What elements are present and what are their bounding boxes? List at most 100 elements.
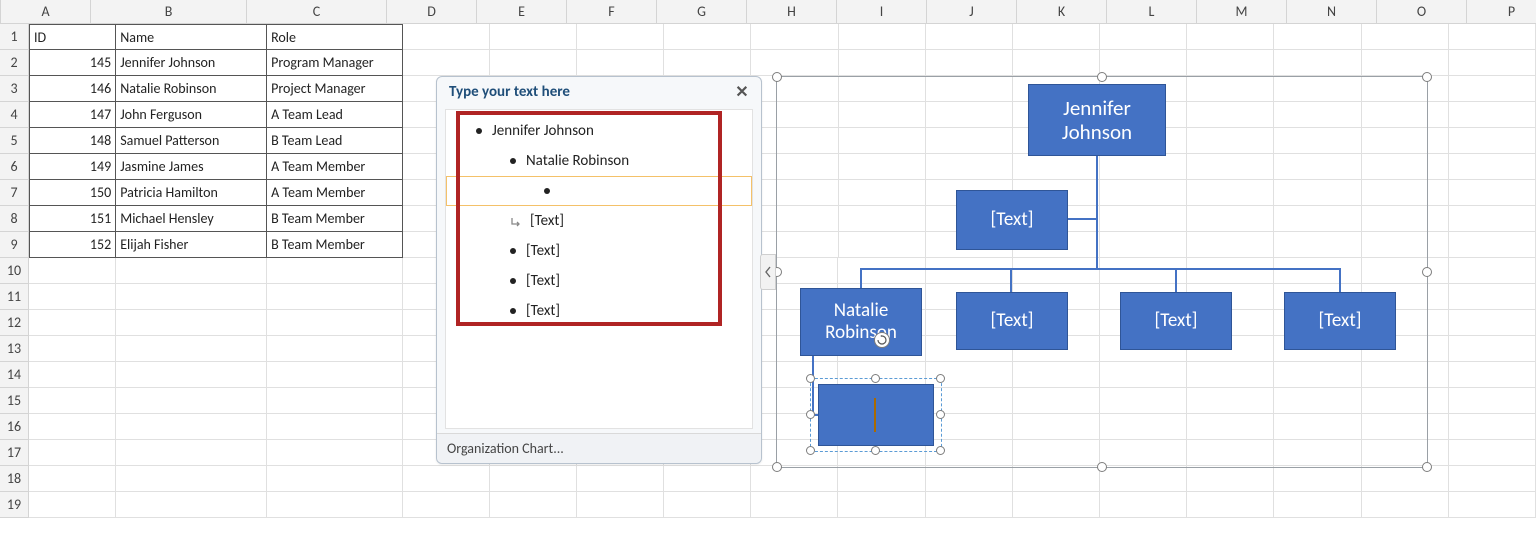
column-header[interactable]: I	[837, 0, 927, 24]
cell[interactable]	[926, 24, 1013, 50]
cell[interactable]: Role	[267, 24, 402, 50]
cell[interactable]	[838, 492, 925, 518]
cell[interactable]	[1449, 466, 1536, 492]
cell[interactable]: A Team Member	[267, 180, 402, 206]
row-header[interactable]: 15	[0, 388, 29, 414]
cell[interactable]: Elijah Fisher	[116, 232, 267, 258]
org-chart-node[interactable]: [Text]	[956, 190, 1068, 250]
cell[interactable]: Jasmine James	[116, 154, 267, 180]
cell[interactable]	[1449, 154, 1536, 180]
column-header[interactable]: O	[1377, 0, 1467, 24]
cell[interactable]	[664, 24, 751, 50]
cell[interactable]	[29, 492, 116, 518]
cell[interactable]	[1187, 466, 1274, 492]
cell[interactable]	[1449, 310, 1536, 336]
cell[interactable]	[1362, 492, 1449, 518]
cell[interactable]	[267, 414, 402, 440]
cell[interactable]	[403, 466, 490, 492]
cell[interactable]	[1449, 414, 1536, 440]
column-header[interactable]: N	[1287, 0, 1377, 24]
cell[interactable]	[267, 466, 402, 492]
cell[interactable]: Patricia Hamilton	[116, 180, 267, 206]
cell[interactable]: 149	[29, 154, 116, 180]
cell[interactable]	[1449, 50, 1536, 76]
cell[interactable]: 147	[29, 102, 116, 128]
cell[interactable]	[1013, 492, 1100, 518]
cell[interactable]	[1100, 492, 1187, 518]
cell[interactable]	[926, 492, 1013, 518]
cell[interactable]	[116, 440, 267, 466]
cell[interactable]	[751, 50, 838, 76]
column-header[interactable]: K	[1017, 0, 1107, 24]
cell[interactable]	[577, 24, 664, 50]
cell[interactable]	[1187, 24, 1274, 50]
cell[interactable]	[1449, 128, 1536, 154]
row-header[interactable]: 18	[0, 466, 29, 492]
row-header[interactable]: 3	[0, 76, 29, 102]
org-chart-node[interactable]: [Text]	[956, 292, 1068, 350]
cell[interactable]	[1449, 102, 1536, 128]
cell[interactable]: ID	[29, 24, 116, 50]
resize-handle[interactable]	[772, 72, 782, 82]
rotate-handle-icon[interactable]	[874, 332, 890, 348]
cell[interactable]	[664, 492, 751, 518]
cell[interactable]: Samuel Patterson	[116, 128, 267, 154]
cell[interactable]	[116, 466, 267, 492]
column-header[interactable]: H	[747, 0, 837, 24]
cell[interactable]	[116, 310, 267, 336]
cell[interactable]: B Team Member	[267, 206, 402, 232]
cell[interactable]	[1449, 24, 1536, 50]
column-header[interactable]: P	[1467, 0, 1536, 24]
shape-selection-frame[interactable]	[810, 378, 942, 452]
cell[interactable]	[751, 466, 838, 492]
column-header[interactable]: G	[657, 0, 747, 24]
cell[interactable]	[1449, 336, 1536, 362]
text-pane-item[interactable]: [Text]	[446, 266, 752, 296]
cell[interactable]: Program Manager	[267, 50, 402, 76]
column-header[interactable]: A	[1, 0, 91, 24]
cell[interactable]	[29, 362, 116, 388]
resize-handle[interactable]	[806, 374, 815, 383]
cell[interactable]	[577, 492, 664, 518]
cell[interactable]: 152	[29, 232, 116, 258]
cell[interactable]	[29, 284, 116, 310]
cell[interactable]	[116, 258, 267, 284]
cell[interactable]	[577, 50, 664, 76]
cell[interactable]	[490, 50, 577, 76]
resize-handle[interactable]	[871, 446, 880, 455]
cell[interactable]	[1362, 466, 1449, 492]
cell[interactable]	[1274, 24, 1361, 50]
cell[interactable]	[267, 362, 402, 388]
smartart-text-pane[interactable]: Type your text here ✕ Jennifer JohnsonNa…	[436, 76, 762, 464]
row-header[interactable]: 11	[0, 284, 29, 310]
resize-handle[interactable]	[806, 410, 815, 419]
row-header[interactable]: 16	[0, 414, 29, 440]
cell[interactable]	[403, 50, 490, 76]
row-header[interactable]: 7	[0, 180, 29, 206]
column-header[interactable]: C	[247, 0, 387, 24]
cell[interactable]	[1013, 50, 1100, 76]
column-header[interactable]: F	[567, 0, 657, 24]
cell[interactable]	[1100, 50, 1187, 76]
cell[interactable]	[1013, 466, 1100, 492]
row-header[interactable]: 9	[0, 232, 29, 258]
org-chart-node[interactable]: [Text]	[1284, 292, 1396, 350]
cell[interactable]	[1274, 50, 1361, 76]
column-header[interactable]: L	[1107, 0, 1197, 24]
org-chart-node[interactable]: [Text]	[1120, 292, 1232, 350]
cell[interactable]	[29, 466, 116, 492]
cell[interactable]	[1449, 492, 1536, 518]
resize-handle[interactable]	[871, 374, 880, 383]
cell[interactable]	[1449, 258, 1536, 284]
resize-handle[interactable]	[1422, 462, 1432, 472]
cell[interactable]	[116, 284, 267, 310]
cell[interactable]	[1362, 50, 1449, 76]
resize-handle[interactable]	[936, 410, 945, 419]
cell[interactable]	[403, 492, 490, 518]
cell[interactable]	[267, 310, 402, 336]
cell[interactable]	[838, 466, 925, 492]
cell[interactable]	[29, 388, 116, 414]
row-header[interactable]: 2	[0, 50, 29, 76]
text-pane-item[interactable]: [Text]	[446, 206, 752, 236]
cell[interactable]: B Team Member	[267, 232, 402, 258]
